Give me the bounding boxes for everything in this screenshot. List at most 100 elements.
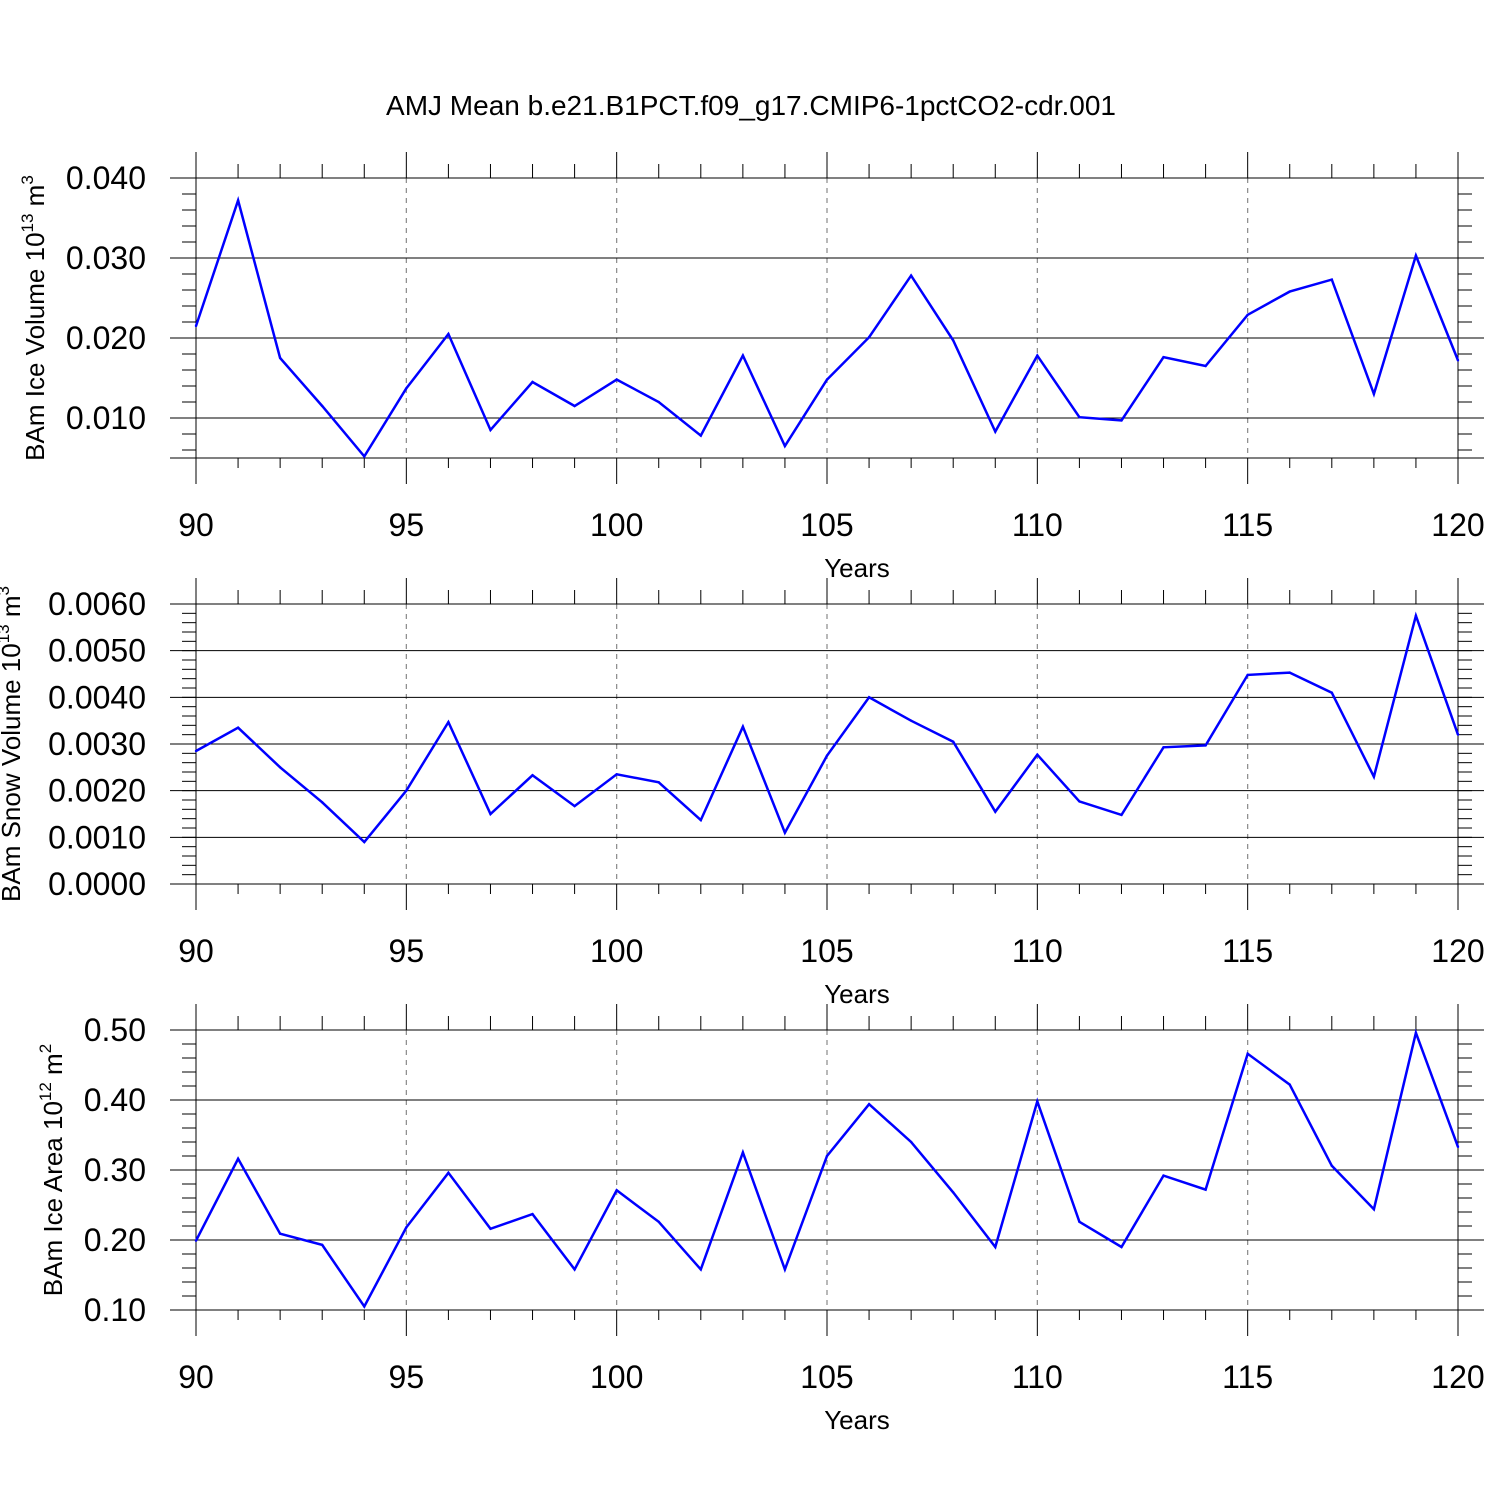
- x-tick-label: 90: [178, 933, 214, 969]
- data-point: [194, 324, 198, 328]
- data-point: [447, 1171, 450, 1175]
- x-tick-label: 110: [1012, 1359, 1063, 1395]
- x-tick-label: 120: [1431, 507, 1484, 543]
- data-point: [1330, 1164, 1334, 1168]
- data-point: [867, 1103, 871, 1106]
- data-point: [615, 1189, 618, 1192]
- y-axis-label-main: BAm Ice Volume 10: [20, 232, 50, 460]
- data-point: [1456, 359, 1460, 362]
- data-point: [1246, 1052, 1249, 1056]
- data-point: [321, 801, 324, 804]
- data-point: [236, 726, 240, 729]
- data-point: [1330, 691, 1334, 694]
- data-point: [447, 332, 450, 336]
- x-tick-label: 105: [800, 1359, 853, 1395]
- y-tick-label: 0.0010: [48, 819, 146, 855]
- y-tick-label: 0.0030: [48, 726, 146, 762]
- data-point: [573, 1268, 576, 1271]
- x-tick-label: 95: [389, 933, 425, 969]
- data-point: [783, 831, 787, 834]
- data-point: [952, 740, 955, 743]
- y-tick-label: 0.020: [66, 320, 146, 356]
- y-tick-label: 0.0050: [48, 633, 146, 669]
- data-point: [699, 434, 702, 437]
- data-point: [531, 1212, 534, 1216]
- data-point: [363, 840, 366, 844]
- data-point: [573, 804, 576, 808]
- data-point: [1288, 671, 1291, 674]
- data-point: [1288, 290, 1291, 293]
- chart-panel-1: 0.010 0.020 0.030 0.040 90 95 100 105 110 115 120 Y…: [18, 152, 1485, 583]
- x-tick-label: 120: [1431, 933, 1484, 969]
- x-tick-label: 100: [590, 1359, 643, 1395]
- data-point: [994, 430, 997, 433]
- data-point: [825, 1154, 829, 1158]
- data-point: [825, 378, 829, 381]
- data-point: [909, 719, 913, 722]
- data-point: [909, 274, 913, 277]
- data-point: [783, 444, 787, 448]
- data-point: [1372, 775, 1376, 778]
- x-tick-label: 95: [389, 507, 425, 543]
- x-tick-label: 100: [590, 507, 643, 543]
- data-point: [1120, 813, 1123, 817]
- y-axis-label-unit-exponent: 2: [36, 1044, 55, 1053]
- x-tick-label: 110: [1012, 933, 1063, 969]
- y-axis-label: BAm Snow Volume 1013 m3: [0, 586, 26, 902]
- data-point: [867, 336, 871, 339]
- y-tick-label: 0.0060: [48, 586, 146, 622]
- y-tick-label: 0.030: [66, 240, 146, 276]
- data-point: [1204, 744, 1207, 747]
- data-point: [657, 1220, 660, 1224]
- x-tick-label: 110: [1012, 507, 1063, 543]
- data-point: [952, 339, 955, 342]
- data-point: [1372, 1208, 1376, 1211]
- y-tick-label: 0.20: [84, 1222, 146, 1258]
- data-point: [1078, 800, 1081, 803]
- data-point: [1330, 278, 1334, 281]
- data-point: [194, 1239, 198, 1242]
- data-point: [1078, 416, 1081, 419]
- x-tick-label: 90: [178, 1359, 214, 1395]
- data-point: [1204, 364, 1207, 368]
- chart-panels: 0.010 0.020 0.030 0.040 90 95 100 105 110 115 120 Y…: [0, 152, 1485, 1435]
- y-axis-label: BAm Ice Volume 1013 m3: [18, 175, 50, 461]
- data-point: [867, 696, 871, 699]
- data-point: [531, 774, 534, 777]
- data-point: [952, 1191, 955, 1194]
- data-point: [657, 781, 660, 784]
- data-point: [909, 1140, 913, 1144]
- data-point: [1120, 1245, 1123, 1249]
- y-axis-label: BAm Ice Area 1012 m2: [36, 1044, 68, 1296]
- x-tick-label: 100: [590, 933, 643, 969]
- data-point: [1246, 673, 1249, 677]
- data-point: [321, 1243, 324, 1247]
- x-axis-label: Years: [824, 1405, 890, 1435]
- data-point: [615, 378, 618, 381]
- data-point: [1414, 1031, 1418, 1035]
- data-point: [236, 199, 240, 202]
- y-tick-label: 0.0000: [48, 866, 146, 902]
- y-axis-label-exponent: 13: [0, 624, 13, 643]
- y-axis-label-unit: m: [38, 1053, 68, 1082]
- data-point: [1456, 1145, 1460, 1149]
- data-point: [741, 725, 745, 728]
- data-point: [1078, 1220, 1081, 1224]
- y-tick-label: 0.30: [84, 1152, 146, 1188]
- data-point: [783, 1268, 787, 1271]
- data-point: [489, 428, 492, 432]
- data-point: [1288, 1083, 1291, 1086]
- y-axis-label-unit: m: [0, 595, 26, 624]
- y-tick-label: 0.0040: [48, 679, 146, 715]
- y-tick-label: 0.040: [66, 160, 146, 196]
- data-point: [405, 789, 408, 792]
- data-point: [363, 455, 366, 458]
- data-point: [278, 1232, 282, 1235]
- x-tick-label: 120: [1431, 1359, 1484, 1395]
- data-point: [573, 404, 576, 408]
- data-point: [1414, 614, 1418, 617]
- data-point: [236, 1157, 240, 1161]
- y-axis-label-unit-exponent: 3: [18, 175, 37, 184]
- data-point: [657, 400, 660, 404]
- y-axis-label-exponent: 12: [36, 1082, 55, 1101]
